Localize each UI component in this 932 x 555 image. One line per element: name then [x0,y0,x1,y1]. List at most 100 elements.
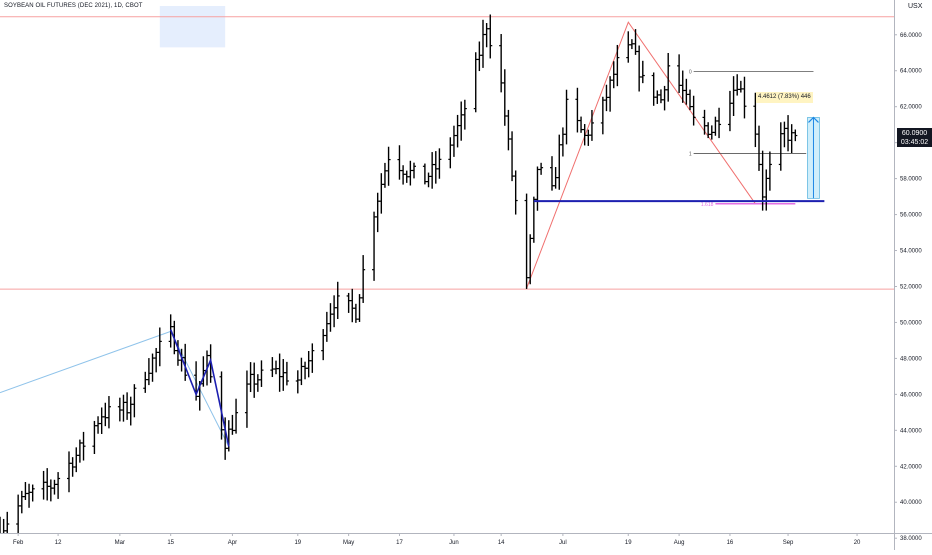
x-tick-label: Jun [449,540,459,546]
ohlc-bar [462,99,467,130]
ohlc-bar [688,89,692,111]
x-tick-label: 17 [396,540,403,546]
ohlc-bar [346,292,351,313]
ohlc-bar [248,362,253,393]
ohlc-bar [270,357,275,378]
ohlc-bar [510,131,515,182]
ohlc-bar [404,170,409,183]
ohlc-bar [550,156,554,191]
ohlc-bar [684,78,689,105]
ohlc-bar [735,74,740,96]
x-tick-label: May [343,540,354,546]
y-tick-label: 66.0000 [900,33,922,39]
ohlc-bar [45,468,50,501]
ohlc-bar [789,124,794,154]
y-tick-label: 42.0000 [900,464,922,470]
currency-label: USX [908,3,923,10]
ohlc-bar [350,288,355,323]
x-tick-label: 19 [625,540,632,546]
y-tick-label: 44.0000 [900,428,922,434]
ohlc-bar [528,234,533,285]
ohlc-bar [255,374,260,392]
ohlc-bar [713,116,718,136]
ohlc-bar [132,384,137,418]
ohlc-bar [793,129,798,142]
ohlc-bar [306,350,311,378]
ohlc-bar [560,127,565,157]
ohlc-bar [502,69,507,126]
x-tick-label: Jul [559,540,567,546]
x-tick-label: Apr [228,540,237,546]
ohlc-bar [662,85,667,111]
fib-level-label-0: 0 [689,70,692,76]
ohlc-bar [274,360,278,375]
ohlc-bar [146,358,151,386]
ohlc-bar [299,357,304,386]
ohlc-bar [324,311,329,342]
ohlc-bar [281,359,286,391]
ohlc-bar [99,407,104,434]
horizontal-levels-layer [0,16,894,290]
ohlc-bar [539,162,544,175]
ohlc-bar [767,151,772,191]
ohlc-bar [303,361,308,380]
ohlc-bar [77,439,82,463]
chart-title: SOYBEAN OIL FUTURES (DEC 2021), 1D, CBOT [4,3,143,9]
y-tick-label: 56.0000 [900,213,922,219]
ohlc-bar [16,494,21,535]
ohlc-bar [226,420,231,452]
ohlc-bar [397,145,402,180]
ohlc-bar [412,162,416,179]
ohlc-bar [56,472,61,499]
x-tick-label: Sep [783,540,794,546]
ohlc-bar [655,90,660,104]
ohlc-bar [531,196,536,243]
ohlc-bar [375,192,380,233]
ohlc-bar [626,31,631,63]
ohlc-bar [386,146,391,186]
shaded-box [159,6,226,48]
ohlc-bar [422,163,427,185]
ohlc-bar [128,396,133,426]
ohlc-bar [727,90,732,132]
ohlc-bar [437,148,442,179]
ohlc-bar [506,109,511,151]
ohlc-bar [651,72,656,106]
ohlc-bar [579,116,584,133]
ohlc-bar [81,431,86,461]
ohlc-bar [658,89,663,104]
ohlc-bar [604,84,609,112]
ohlc-bar [513,170,518,215]
ohlc-bar [702,109,707,135]
x-tick-label: 14 [498,540,505,546]
ohlc-bar [524,193,529,289]
ohlc-bar [778,122,783,171]
overlay-drawings-layer [169,116,825,447]
ohlc-bar [564,89,569,145]
ohlc-bar [295,370,300,394]
ohlc-bar [335,281,340,320]
ohlc-bar [74,447,79,473]
drawings-layer: 0 1 1.618 [0,21,814,447]
y-tick-label: 64.0000 [900,69,922,75]
ohlc-bar [433,151,438,184]
ohlc-bar [27,483,32,508]
ohlc-bar [106,396,111,429]
ohlc-bar [575,87,580,133]
ohlc-bar [557,134,562,190]
y-tick-label: 50.0000 [900,320,922,326]
ohlc-bar [430,152,435,189]
x-tick-label: Feb [13,540,24,546]
ohlc-bar [41,470,46,500]
ohlc-bar [52,479,57,495]
ohlc-bar [481,19,485,68]
fib-level-label-2: 1.618 [701,202,714,208]
ohlc-bar [757,125,761,171]
bar-countdown: 03:45:02 [900,139,929,146]
y-axis-background [894,0,932,550]
y-tick-label: 58.0000 [900,177,922,183]
measure-arrowhead [808,116,819,123]
ohlc-bar [321,329,326,361]
